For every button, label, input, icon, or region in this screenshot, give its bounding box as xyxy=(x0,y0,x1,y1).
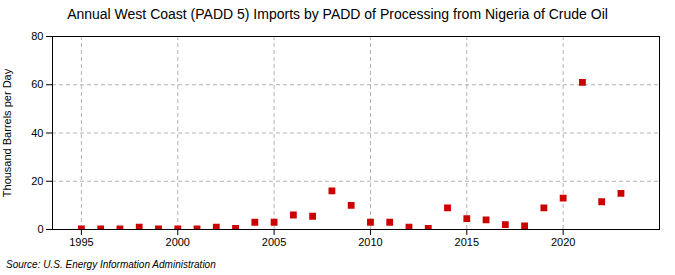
svg-text:2010: 2010 xyxy=(358,236,382,248)
svg-text:2015: 2015 xyxy=(455,236,479,248)
svg-text:2020: 2020 xyxy=(551,236,575,248)
svg-text:2005: 2005 xyxy=(262,236,286,248)
html-text:Annual West Coast (PADD 5) Imp: Annual West Coast (PADD 5) Imports by PA… xyxy=(67,6,608,22)
svg-text:80: 80 xyxy=(31,30,43,42)
svg-text:1995: 1995 xyxy=(69,236,93,248)
html-text:Source: U.S. Energy Informatio: Source: U.S. Energy Information Administ… xyxy=(6,259,216,270)
svg-text:40: 40 xyxy=(31,127,43,139)
svg-text:Thousand Barrels per Day: Thousand Barrels per Day xyxy=(1,68,13,197)
svg-text:2000: 2000 xyxy=(166,236,190,248)
svg-text:20: 20 xyxy=(31,175,43,187)
svg-text:60: 60 xyxy=(31,78,43,90)
svg-text:0: 0 xyxy=(37,223,43,235)
